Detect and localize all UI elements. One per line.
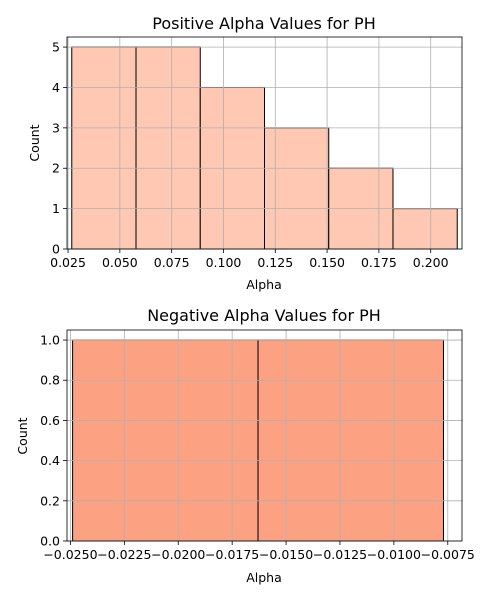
histogram-bar bbox=[264, 127, 330, 250]
y-tick-label: 1 bbox=[52, 201, 60, 216]
x-tick-label: 0.100 bbox=[206, 255, 242, 270]
x-tick-label: −0.0075 bbox=[421, 547, 475, 562]
y-tick-label: 2 bbox=[52, 161, 60, 176]
plot-frame bbox=[66, 36, 463, 250]
y-axis-label: Count bbox=[15, 417, 30, 454]
y-tick-label: 0.2 bbox=[40, 493, 60, 508]
chart-title: Positive Alpha Values for PH bbox=[152, 14, 375, 33]
x-tick-label: 0.025 bbox=[50, 255, 86, 270]
y-tick-label: 0.4 bbox=[40, 453, 60, 468]
y-tick-label: 0.0 bbox=[40, 534, 60, 549]
x-tick-label: 0.075 bbox=[154, 255, 190, 270]
histogram-bar bbox=[257, 339, 444, 542]
x-tick-label: −0.0250 bbox=[43, 547, 97, 562]
y-tick-label: 3 bbox=[52, 120, 60, 135]
y-axis-label: Count bbox=[27, 124, 42, 161]
x-tick-label: 0.175 bbox=[361, 255, 397, 270]
x-tick-label: 0.125 bbox=[257, 255, 293, 270]
histogram-bar bbox=[135, 46, 201, 250]
x-axis-label: Alpha bbox=[246, 570, 282, 585]
x-tick-label: 0.050 bbox=[102, 255, 138, 270]
x-tick-label: −0.0175 bbox=[205, 547, 259, 562]
x-tick-label: −0.0150 bbox=[259, 547, 313, 562]
histogram-bar bbox=[71, 46, 137, 250]
x-tick-label: −0.0100 bbox=[367, 547, 421, 562]
x-tick-label: −0.0200 bbox=[151, 547, 205, 562]
x-tick-label: −0.0125 bbox=[313, 547, 367, 562]
x-tick-label: 0.150 bbox=[309, 255, 345, 270]
y-tick-label: 1.0 bbox=[40, 333, 60, 348]
y-tick-label: 0.8 bbox=[40, 373, 60, 388]
histogram-bar bbox=[72, 339, 259, 542]
chart-title: Negative Alpha Values for PH bbox=[147, 306, 381, 325]
histogram-bar bbox=[392, 208, 458, 250]
x-axis-label: Alpha bbox=[246, 277, 282, 292]
chart-positive-alpha: Positive Alpha Values for PH Alpha Count… bbox=[27, 14, 463, 292]
chart-negative-alpha: Negative Alpha Values for PH Alpha Count… bbox=[15, 306, 475, 585]
y-tick-label: 5 bbox=[52, 40, 60, 55]
y-tick-label: 4 bbox=[52, 80, 60, 95]
y-tick-label: 0 bbox=[52, 242, 60, 257]
x-tick-label: −0.0225 bbox=[97, 547, 151, 562]
x-tick-label: 0.200 bbox=[413, 255, 449, 270]
y-tick-label: 0.6 bbox=[40, 413, 60, 428]
plot-frame bbox=[66, 329, 463, 542]
